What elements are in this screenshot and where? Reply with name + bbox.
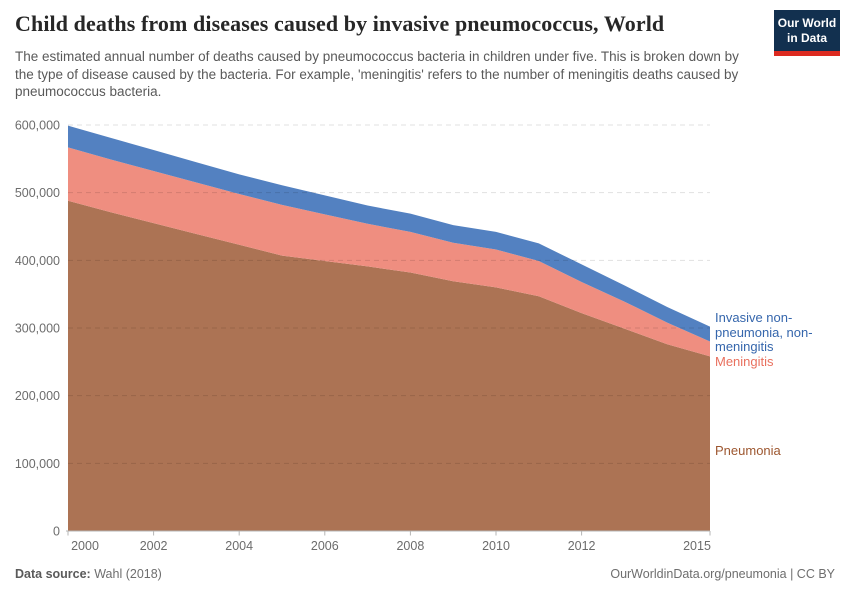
y-tick-label-400000: 400,000 xyxy=(15,254,60,268)
area-pneumonia[interactable] xyxy=(68,200,710,531)
y-tick-label-200000: 200,000 xyxy=(15,389,60,403)
series-label-pneumonia: Pneumonia xyxy=(715,443,781,458)
credit-link[interactable]: OurWorldinData.org/pneumonia | CC BY xyxy=(610,567,835,581)
y-tick-label-500000: 500,000 xyxy=(15,186,60,200)
x-tick-label-2008: 2008 xyxy=(396,539,424,553)
chart-title: Child deaths from diseases caused by inv… xyxy=(15,11,665,36)
area-meningitis[interactable] xyxy=(68,147,710,357)
data-source: Data source: Wahl (2018) xyxy=(15,567,162,581)
x-tick-label-2000: 2000 xyxy=(71,539,99,553)
x-tick-label-2015: 2015 xyxy=(683,539,711,553)
x-tick-label-2004: 2004 xyxy=(225,539,253,553)
y-tick-label-0: 0 xyxy=(53,525,60,539)
area-invasive-non-pneumonia-non-meningitis[interactable] xyxy=(68,125,710,342)
x-tick-label-2006: 2006 xyxy=(311,539,339,553)
chart-subtitle: The estimated annual number of deaths ca… xyxy=(15,49,739,100)
data-source-label: Data source: xyxy=(15,567,91,581)
owid-logo-line1: Our World xyxy=(777,16,837,31)
logo-red-bar xyxy=(774,51,840,56)
series-label-invasive-npnm: Invasive non-pneumonia, non-meningitis xyxy=(715,310,813,355)
x-tick-label-2012: 2012 xyxy=(568,539,596,553)
chart-footer: Data source: Wahl (2018) OurWorldinData.… xyxy=(15,567,835,581)
y-tick-label-100000: 100,000 xyxy=(15,457,60,471)
x-tick-label-2010: 2010 xyxy=(482,539,510,553)
data-source-value: Wahl (2018) xyxy=(94,567,162,581)
y-tick-label-300000: 300,000 xyxy=(15,322,60,336)
series-label-meningitis: Meningitis xyxy=(715,354,774,369)
owid-logo[interactable]: Our World in Data xyxy=(774,10,840,56)
owid-logo-text: Our World in Data xyxy=(774,10,840,51)
owid-logo-line2: in Data xyxy=(786,30,827,45)
y-tick-label-600000: 600,000 xyxy=(15,119,60,133)
x-tick-label-2002: 2002 xyxy=(140,539,168,553)
